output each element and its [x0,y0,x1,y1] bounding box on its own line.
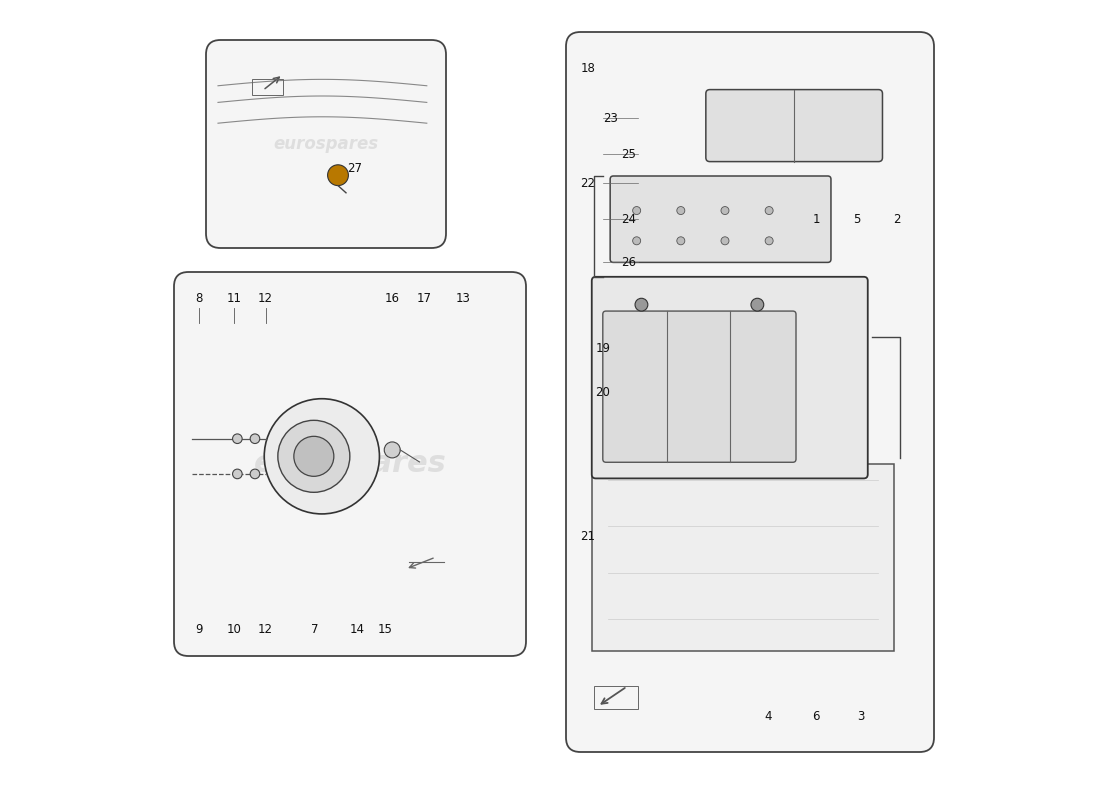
Text: 8: 8 [195,292,202,306]
FancyBboxPatch shape [603,311,796,462]
Text: 22: 22 [581,177,595,190]
Circle shape [250,434,260,443]
Circle shape [384,442,400,458]
FancyBboxPatch shape [174,272,526,656]
Text: 18: 18 [581,62,595,74]
FancyBboxPatch shape [706,90,882,162]
Text: 15: 15 [377,622,393,636]
Text: eurospares: eurospares [653,378,846,406]
Text: 12: 12 [258,622,273,636]
Circle shape [232,469,242,478]
Circle shape [264,398,380,514]
Circle shape [676,206,685,214]
Circle shape [232,434,242,443]
Bar [592,464,893,651]
Circle shape [632,206,640,214]
Text: 2: 2 [893,213,901,226]
Circle shape [250,469,260,478]
Bar [252,79,283,95]
Text: 12: 12 [258,292,273,306]
Text: eurospares: eurospares [254,450,447,478]
Text: 26: 26 [621,256,636,269]
Circle shape [766,237,773,245]
Text: 21: 21 [581,530,595,542]
FancyBboxPatch shape [206,40,446,248]
Circle shape [328,165,349,186]
Circle shape [294,436,333,476]
Circle shape [751,298,763,311]
FancyBboxPatch shape [566,32,934,752]
Circle shape [635,298,648,311]
Text: 17: 17 [417,292,431,306]
Circle shape [278,420,350,492]
Text: 11: 11 [227,292,241,306]
Text: 16: 16 [385,292,399,306]
FancyBboxPatch shape [610,176,830,262]
Text: 24: 24 [621,213,636,226]
Text: 7: 7 [311,622,319,636]
Circle shape [676,237,685,245]
Text: eurospares: eurospares [274,135,378,153]
Text: 10: 10 [227,622,241,636]
Text: 25: 25 [621,148,636,161]
Circle shape [720,237,729,245]
Text: 13: 13 [455,292,470,306]
Circle shape [720,206,729,214]
Circle shape [632,237,640,245]
Text: 27: 27 [348,162,362,175]
Text: 6: 6 [813,710,820,722]
Text: 9: 9 [195,622,202,636]
Text: 23: 23 [603,112,617,125]
Bar [594,686,638,709]
Text: 3: 3 [857,710,865,722]
Text: 20: 20 [595,386,610,398]
Text: 1: 1 [813,213,820,226]
Text: 4: 4 [764,710,772,722]
Text: 19: 19 [595,342,610,355]
Circle shape [766,206,773,214]
FancyBboxPatch shape [592,277,868,478]
Text: 14: 14 [350,622,364,636]
Text: 5: 5 [852,213,860,226]
